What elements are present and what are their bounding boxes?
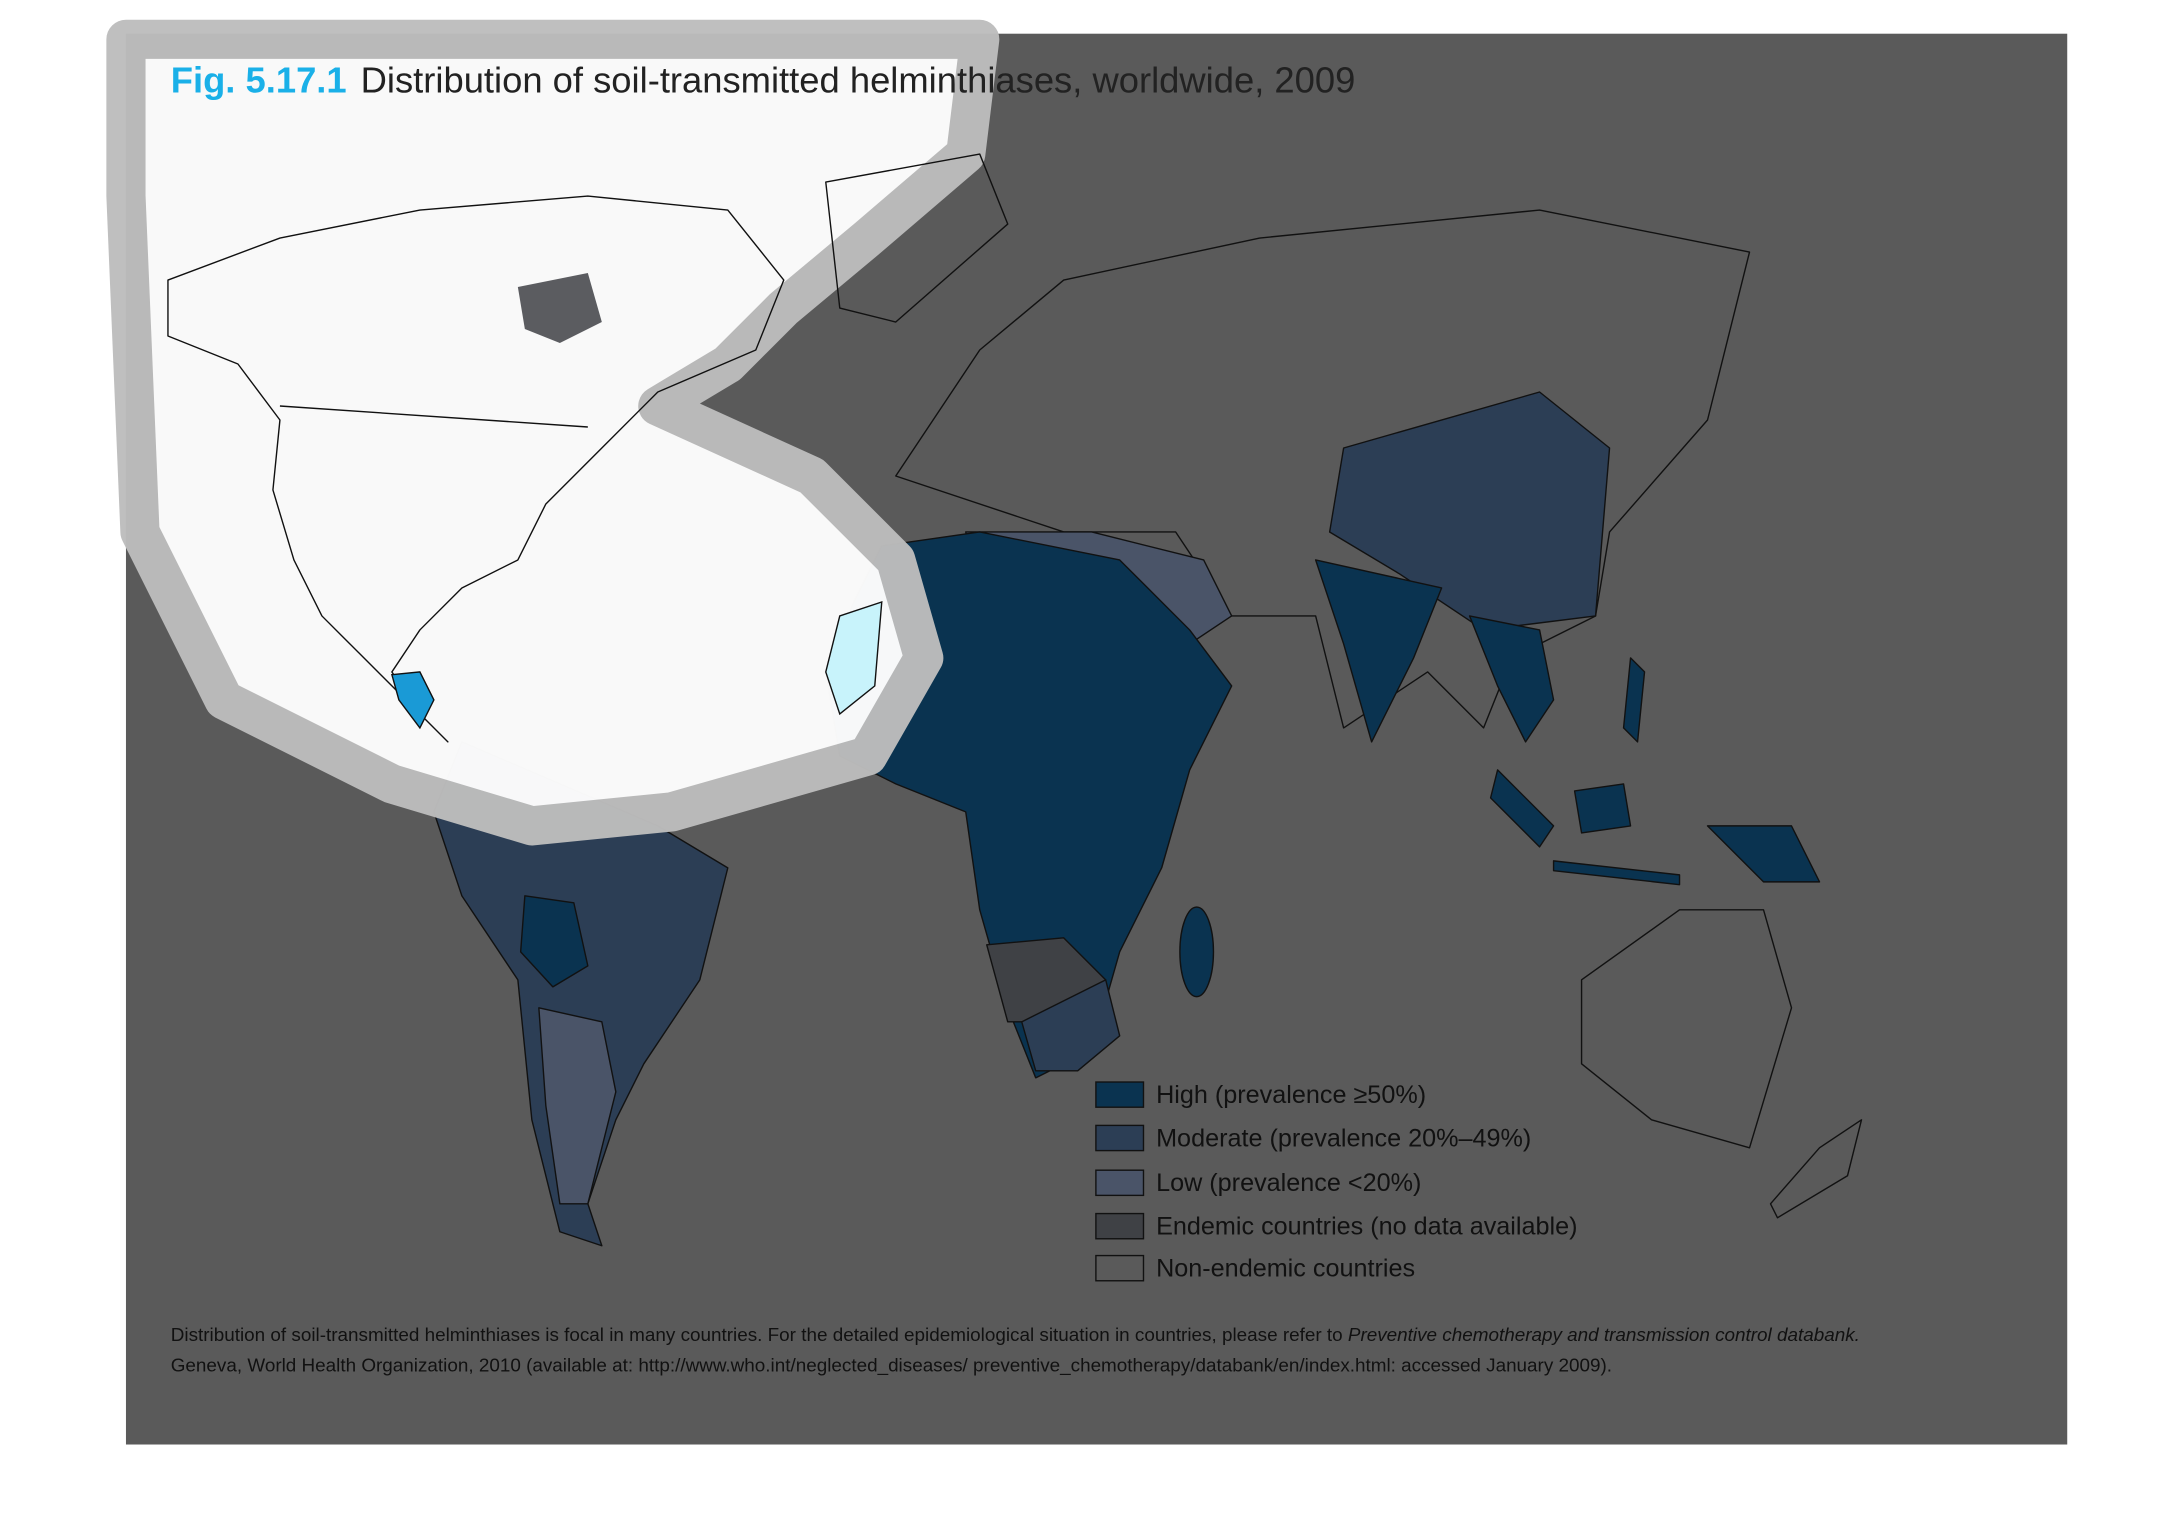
legend-label: Low (prevalence <20%): [1156, 1169, 1421, 1197]
legend-swatch: [1095, 1254, 1145, 1282]
china: [1328, 391, 1611, 631]
legend-label: Endemic countries (no data available): [1156, 1213, 1577, 1241]
legend-label: Moderate (prevalence 20%–49%): [1156, 1124, 1531, 1152]
central-america: [390, 671, 435, 730]
south-africa: [1021, 979, 1121, 1072]
australia: [1580, 909, 1793, 1149]
map-land: [433, 209, 1863, 1247]
title: Fig. 5.17.1 Distribution of soil-transmit…: [171, 59, 1356, 100]
southeast-asia: [1468, 615, 1555, 743]
legend-label: Non-endemic countries: [1156, 1255, 1415, 1283]
bolivia: [519, 895, 589, 988]
indonesia-philippines: [1489, 657, 1821, 886]
borders: [279, 153, 1009, 428]
legend-swatch: [1095, 1081, 1145, 1108]
north-america: [167, 153, 1009, 743]
india: [1314, 559, 1443, 743]
new-zealand: [1769, 1119, 1863, 1219]
legend-label: High (prevalence ≥50%): [1156, 1081, 1426, 1109]
legend-swatch: [1095, 1212, 1145, 1240]
footnote-text: Distribution of soil-transmitted helmint…: [171, 1325, 1348, 1346]
north-america-outline: [167, 195, 785, 743]
legend: High (prevalence ≥50%) Moderate (prevale…: [1095, 1081, 1578, 1283]
footnote-italic: Preventive chemotherapy and transmission…: [1348, 1325, 1860, 1346]
glare-overlay: [106, 19, 1000, 846]
legend-swatch: [1095, 1169, 1145, 1197]
legend-swatch: [1095, 1124, 1145, 1152]
canada-patch: [517, 273, 602, 344]
west-sahara: [825, 600, 883, 716]
footnote-line: Geneva, World Health Organization, 2010 …: [171, 1356, 1612, 1377]
title-text: Distribution of soil-transmitted helmint…: [361, 59, 1356, 100]
fig-number: Fig. 5.17.1: [171, 59, 347, 100]
madagascar: [1179, 906, 1215, 998]
argentina: [538, 1007, 617, 1205]
footnote-line: Distribution of soil-transmitted helmint…: [171, 1325, 1860, 1346]
